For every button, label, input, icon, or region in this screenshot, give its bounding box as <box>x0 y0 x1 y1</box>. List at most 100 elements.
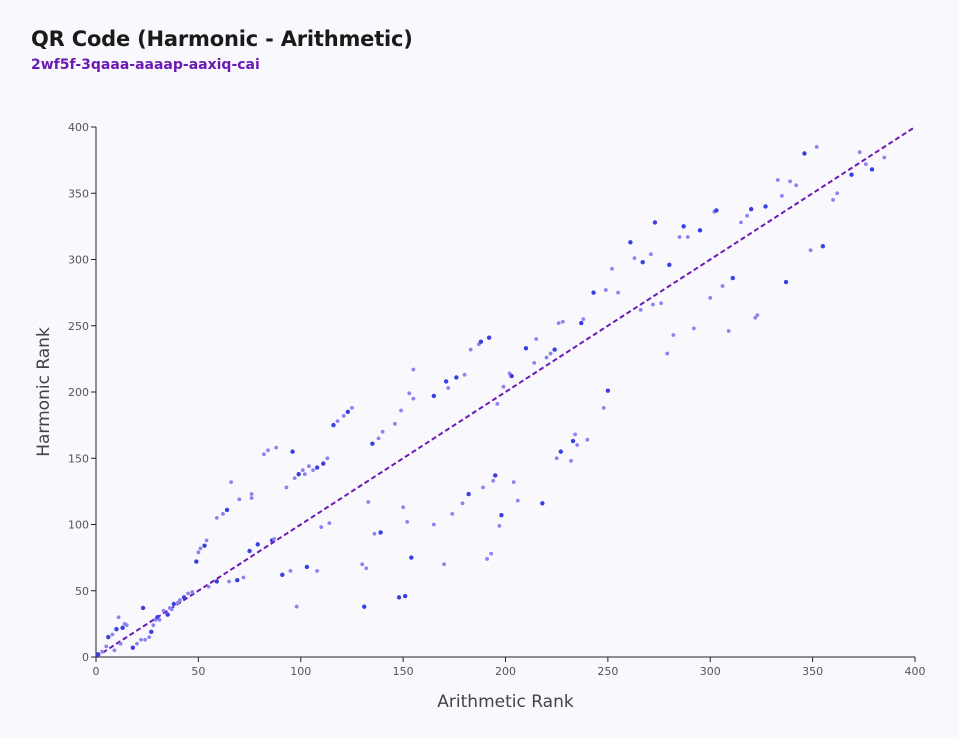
y-tick-label: 300 <box>68 254 89 267</box>
data-point <box>478 339 484 344</box>
data-point <box>335 419 340 424</box>
data-point <box>327 521 332 526</box>
data-point <box>116 615 121 620</box>
chart-title: QR Code (Harmonic - Arithmetic) <box>31 27 413 51</box>
data-point <box>194 559 199 564</box>
x-tick-label: 250 <box>597 665 618 678</box>
data-point <box>640 259 645 265</box>
data-point <box>681 224 686 229</box>
data-point <box>431 522 436 527</box>
data-point <box>697 228 703 233</box>
data-point <box>509 373 514 379</box>
data-point <box>638 307 643 312</box>
data-point <box>573 432 578 437</box>
data-point <box>114 626 119 632</box>
data-point <box>869 167 875 172</box>
data-point <box>720 284 725 288</box>
data-point <box>628 240 633 245</box>
y-tick-label: 400 <box>68 121 89 134</box>
data-point <box>763 204 768 209</box>
data-point <box>120 625 125 631</box>
data-point <box>247 548 252 554</box>
data-point <box>569 459 573 463</box>
data-point <box>749 206 754 212</box>
data-point <box>443 379 449 384</box>
data-point <box>288 568 293 573</box>
data-point <box>149 629 154 635</box>
data-point <box>882 155 887 160</box>
y-tick-label: 150 <box>68 452 89 465</box>
data-point <box>491 478 496 483</box>
data-point <box>775 178 780 182</box>
x-tick-label: 400 <box>905 665 926 678</box>
data-point <box>321 461 326 466</box>
data-point <box>511 480 516 484</box>
data-point <box>794 183 799 188</box>
y-axis-ticks: 0 50 100 150 200 250 300 350 400 <box>68 121 96 664</box>
data-point <box>581 317 586 322</box>
data-point <box>575 443 580 447</box>
data-point <box>554 456 559 461</box>
data-point <box>499 513 504 518</box>
data-point <box>466 491 471 497</box>
data-point <box>237 497 242 502</box>
data-point <box>714 208 719 213</box>
data-point <box>603 288 608 292</box>
data-point <box>671 333 676 337</box>
data-point <box>118 641 123 646</box>
data-point <box>739 220 743 225</box>
data-point <box>314 465 320 470</box>
x-axis-label: Arithmetic Rank <box>437 692 574 712</box>
data-point <box>685 235 690 239</box>
data-point <box>302 472 307 477</box>
x-tick-label: 300 <box>700 665 721 678</box>
data-point <box>591 290 596 295</box>
data-point <box>446 386 451 390</box>
data-point <box>227 579 231 584</box>
x-axis-ticks: 0 50 100 150 200 250 300 350 400 <box>93 657 926 678</box>
data-point <box>366 500 371 504</box>
data-point <box>290 449 295 454</box>
data-point <box>110 632 115 637</box>
data-point <box>202 543 207 548</box>
y-tick-label: 100 <box>68 519 89 532</box>
data-point <box>489 551 494 556</box>
data-point <box>753 315 758 320</box>
data-point <box>255 542 260 547</box>
data-point <box>249 492 254 496</box>
data-point <box>311 468 315 473</box>
data-point <box>515 498 520 503</box>
data-point <box>544 355 549 360</box>
data-point <box>601 406 606 410</box>
data-point <box>632 256 637 261</box>
data-point <box>548 351 553 356</box>
data-point <box>178 598 182 602</box>
data-point <box>284 485 289 490</box>
data-point <box>139 637 143 642</box>
data-point <box>341 413 346 418</box>
data-point <box>272 537 277 541</box>
data-point <box>124 623 129 628</box>
data-point <box>405 519 410 524</box>
data-point <box>186 591 191 596</box>
data-point <box>677 235 682 239</box>
data-point <box>558 449 563 454</box>
x-tick-label: 350 <box>802 665 823 678</box>
data-point <box>468 347 473 352</box>
data-point <box>235 577 240 583</box>
data-point <box>610 266 614 271</box>
data-point <box>585 437 590 442</box>
data-point <box>523 346 529 351</box>
data-point <box>345 409 351 415</box>
data-point <box>652 220 658 225</box>
data-point <box>849 172 854 177</box>
data-point <box>726 329 731 333</box>
diagonal-reference-line <box>95 126 916 658</box>
data-point <box>147 635 152 640</box>
data-point <box>616 290 621 295</box>
data-point <box>814 144 819 149</box>
data-point <box>112 648 117 653</box>
data-point <box>579 320 584 326</box>
data-point <box>857 150 862 155</box>
data-point <box>229 480 234 484</box>
